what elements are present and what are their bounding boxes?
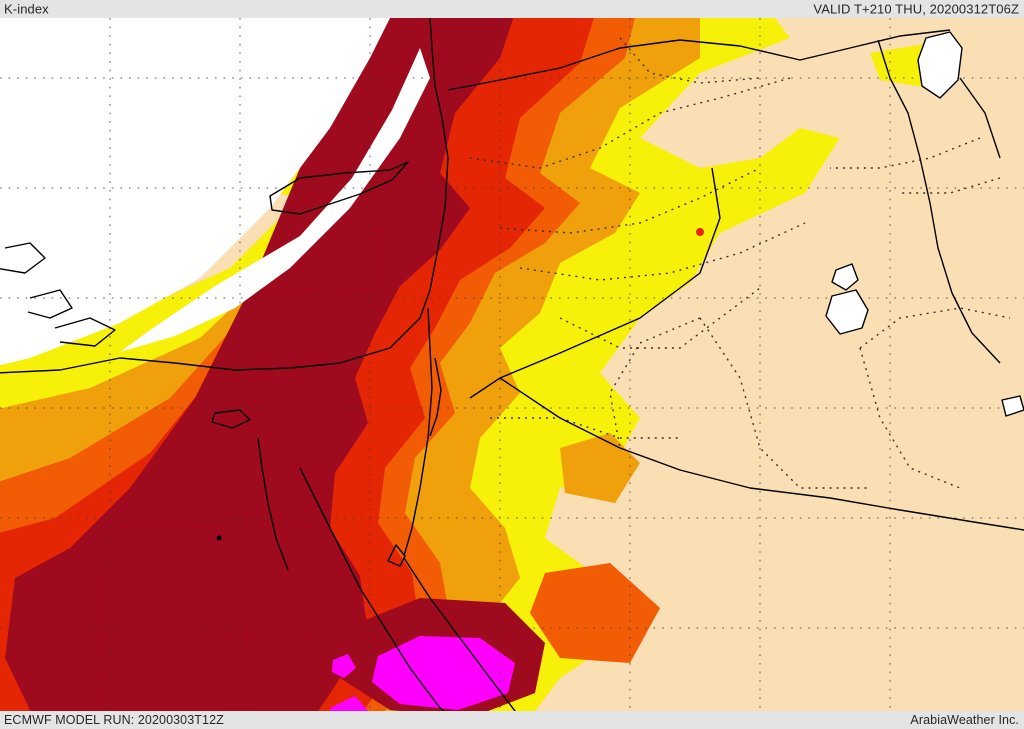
band-magenta-main — [372, 636, 515, 710]
map-footer-bar: ECMWF MODEL RUN: 20200303T12Z ArabiaWeat… — [0, 711, 1024, 729]
band-magenta-patch-b — [332, 654, 356, 678]
band-magenta-patch-a — [330, 696, 369, 711]
band-or-patch-b — [530, 563, 660, 663]
coastline-layer — [0, 18, 1024, 711]
map-city-dot — [216, 535, 222, 541]
band-dark-red — [5, 18, 514, 711]
admin-border-layer — [469, 37, 1011, 489]
graticule-layer — [0, 18, 1024, 711]
band-dark-red-patch-left — [292, 568, 350, 636]
mediterranean-nodata — [0, 18, 390, 366]
band-dark-red-patch-nile — [206, 448, 265, 488]
map-viewport[interactable] — [0, 18, 1024, 711]
valid-time-label: VALID T+210 THU, 20200312T06Z — [813, 1, 1019, 17]
map-point-marker — [696, 228, 704, 236]
aegean-nodata-lobe — [0, 110, 55, 168]
model-run-label: ECMWF MODEL RUN: 20200303T12Z — [4, 713, 224, 727]
parameter-label: K-index — [4, 1, 49, 17]
map-header-bar: K-index VALID T+210 THU, 20200312T06Z — [0, 0, 1024, 18]
band-orange-patch-a — [560, 433, 640, 503]
kindex-heatmap — [0, 18, 1024, 711]
provider-label: ArabiaWeather Inc. — [910, 713, 1019, 727]
sea-nodata-layer — [0, 18, 430, 366]
